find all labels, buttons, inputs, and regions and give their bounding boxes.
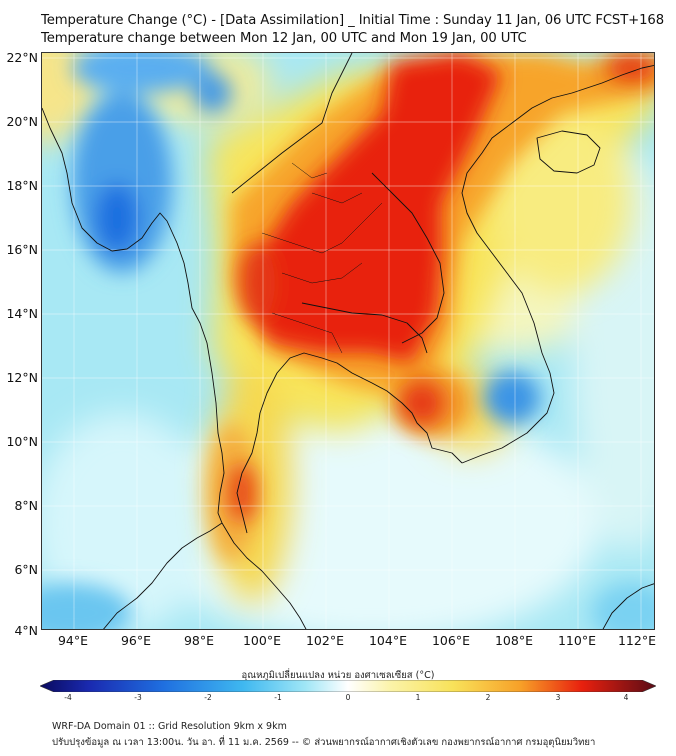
lat-label: 4°N bbox=[14, 623, 38, 638]
lat-label: 8°N bbox=[14, 498, 38, 513]
lat-label: 16°N bbox=[6, 242, 38, 257]
lon-label: 102°E bbox=[305, 633, 344, 648]
malaysia-coast bbox=[103, 522, 223, 629]
lat-label: 14°N bbox=[6, 306, 38, 321]
hainan-island bbox=[536, 130, 601, 174]
map-subtitle: Temperature change between Mon 12 Jan, 0… bbox=[41, 31, 527, 46]
lon-label: 100°E bbox=[242, 633, 281, 648]
myanmar-coast bbox=[42, 107, 225, 524]
colorbar-tick: 0 bbox=[345, 693, 351, 702]
thai-laos-border bbox=[231, 53, 353, 194]
colorbar-tick: 3 bbox=[555, 693, 561, 702]
lon-label: 112°E bbox=[617, 633, 656, 648]
footer-resolution: WRF-DA Domain 01 :: Grid Resolution 9km … bbox=[52, 721, 287, 732]
colorbar-tick: -1 bbox=[274, 693, 282, 702]
colorbar-label: อุณหภูมิเปลี่ยนแปลง หน่วย องศาเซลเซียส (… bbox=[241, 670, 435, 681]
field-red-layer bbox=[228, 53, 654, 523]
gulf-of-thailand-coast bbox=[236, 352, 463, 534]
footer-credit: ปรับปรุงข้อมูล ณ เวลา 13:00น. วัน อา. ที… bbox=[52, 737, 596, 748]
map-title: Temperature Change (°C) - [Data Assimila… bbox=[41, 13, 664, 28]
colorbar-tick: 4 bbox=[623, 693, 629, 702]
map-canvas bbox=[42, 53, 654, 629]
lon-label: 110°E bbox=[557, 633, 596, 648]
lon-label: 104°E bbox=[368, 633, 407, 648]
lon-label: 108°E bbox=[494, 633, 533, 648]
colorbar-tick: -4 bbox=[64, 693, 72, 702]
lon-label: 94°E bbox=[57, 633, 89, 648]
lat-label: 20°N bbox=[6, 114, 38, 129]
lat-lon-grid bbox=[42, 53, 654, 629]
lat-label: 6°N bbox=[14, 562, 38, 577]
china-coast bbox=[571, 64, 654, 94]
lon-label: 98°E bbox=[183, 633, 215, 648]
colorbar bbox=[40, 680, 656, 692]
lat-label: 12°N bbox=[6, 370, 38, 385]
field-blue-layer bbox=[42, 53, 654, 629]
laos-vietnam-border bbox=[371, 172, 445, 344]
vietnam-coast bbox=[461, 92, 573, 464]
coastlines-borders bbox=[42, 53, 654, 629]
lon-label: 106°E bbox=[431, 633, 470, 648]
borneo-coast bbox=[602, 583, 654, 629]
lon-label: 96°E bbox=[120, 633, 152, 648]
thai-cambodia-border bbox=[301, 302, 428, 354]
interior-borders bbox=[261, 162, 383, 354]
colorbar-tick: 2 bbox=[485, 693, 491, 702]
lat-label: 18°N bbox=[6, 178, 38, 193]
lat-label: 22°N bbox=[6, 50, 38, 65]
lat-label: 10°N bbox=[6, 434, 38, 449]
temperature-change-map bbox=[41, 52, 655, 630]
colorbar-tick: -3 bbox=[134, 693, 142, 702]
colorbar-tick: -2 bbox=[204, 693, 212, 702]
thai-peninsula-east bbox=[221, 522, 307, 629]
colorbar-gradient bbox=[40, 680, 656, 692]
colorbar-tick: 1 bbox=[415, 693, 421, 702]
